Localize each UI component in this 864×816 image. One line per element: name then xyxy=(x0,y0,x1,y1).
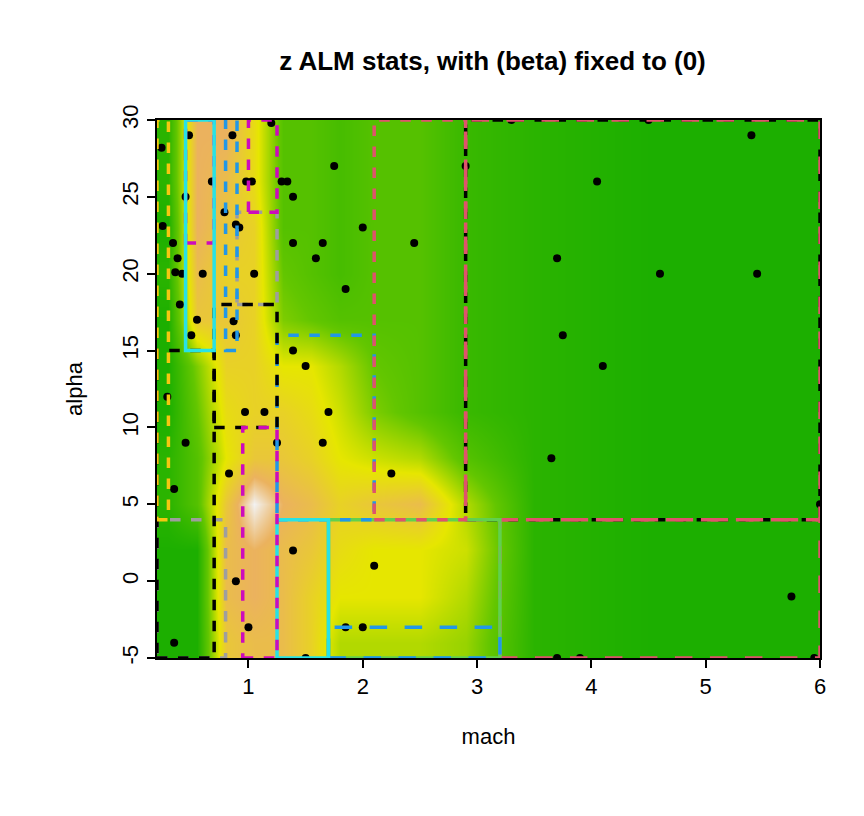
svg-text:10: 10 xyxy=(118,412,143,436)
svg-text:20: 20 xyxy=(118,258,143,282)
svg-text:mach: mach xyxy=(462,724,516,749)
svg-text:0: 0 xyxy=(118,572,143,584)
svg-text:5: 5 xyxy=(700,674,712,699)
svg-text:6: 6 xyxy=(814,674,826,699)
svg-text:4: 4 xyxy=(585,674,597,699)
svg-text:2: 2 xyxy=(357,674,369,699)
svg-text:1: 1 xyxy=(242,674,254,699)
svg-text:3: 3 xyxy=(471,674,483,699)
svg-text:15: 15 xyxy=(118,335,143,359)
svg-text:z ALM stats, with (beta) fixed: z ALM stats, with (beta) fixed to (0) xyxy=(279,46,706,76)
svg-text:5: 5 xyxy=(118,495,143,507)
svg-text:30: 30 xyxy=(118,104,143,128)
svg-text:alpha: alpha xyxy=(62,361,87,416)
svg-text:25: 25 xyxy=(118,181,143,205)
svg-text:-5: -5 xyxy=(118,645,143,665)
